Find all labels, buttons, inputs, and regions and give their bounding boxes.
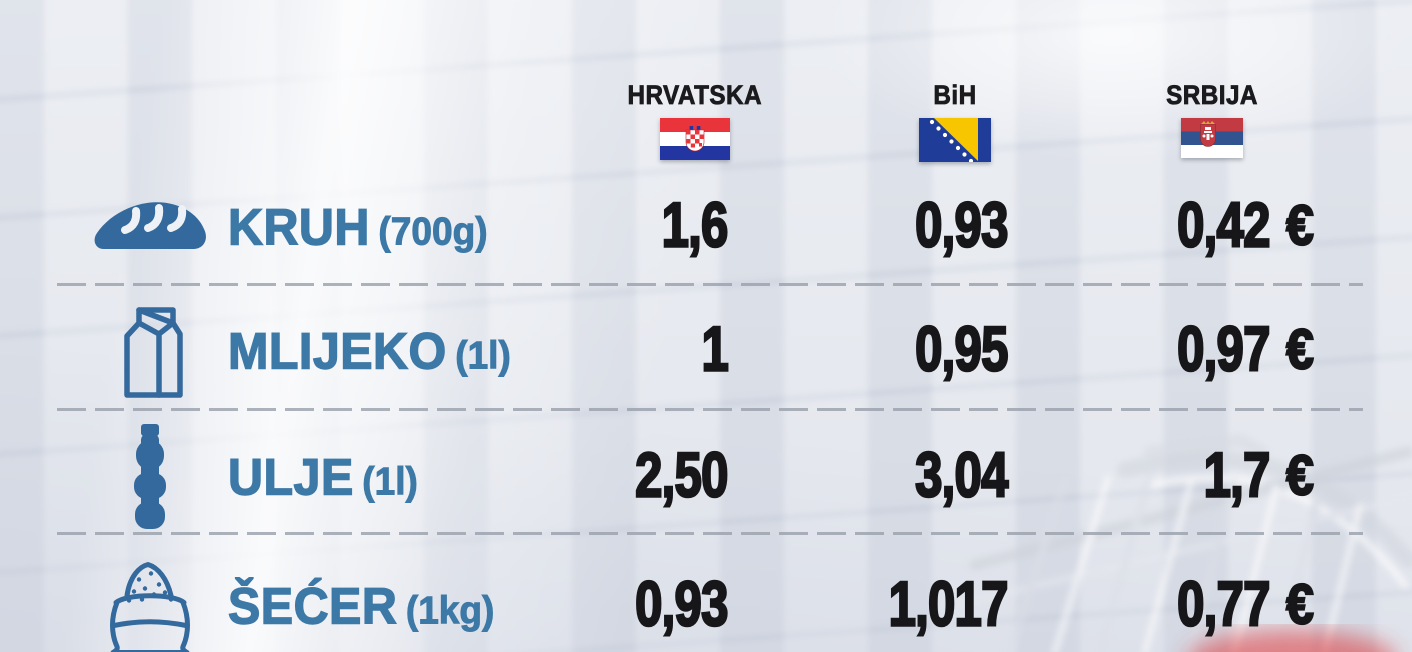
product-label: ULJE (1l) <box>227 448 419 507</box>
country-label-bih: BiH <box>933 80 977 111</box>
currency-symbol: € <box>1285 193 1315 259</box>
product-quantity: (1l) <box>362 460 419 504</box>
row-divider <box>57 283 1363 286</box>
product-quantity: (700g) <box>378 210 488 254</box>
bosnia-herzegovina-flag-icon <box>845 118 1065 162</box>
product-name: ŠEĆER <box>227 577 398 635</box>
country-label-srbija: SRBIJA <box>1166 80 1258 111</box>
product-label: KRUH (700g) <box>227 198 488 257</box>
row-divider <box>57 532 1363 535</box>
price-ulje-bih: 3,04 <box>914 439 1009 512</box>
price-secer-srbija: 0,77 <box>1176 568 1271 641</box>
table-row-ulje: ULJE (1l) 2,50 3,04 1,7 € <box>0 424 1412 529</box>
price-kruh-hrvatska: 1,6 <box>661 189 730 262</box>
oil-bottle-icon <box>85 424 215 530</box>
price-kruh-bih: 0,93 <box>914 189 1009 262</box>
price-secer-bih: 1,017 <box>888 568 1010 641</box>
column-header-srbija: SRBIJA <box>1102 80 1322 162</box>
milk-carton-icon <box>85 303 215 399</box>
column-header-hrvatska: HRVATSKA <box>585 80 805 162</box>
product-label: ŠEĆER (1kg) <box>227 577 495 636</box>
table-row-kruh: KRUH (700g) 1,6 0,93 0,42 € <box>0 181 1412 273</box>
price-ulje-srbija: 1,7 <box>1203 439 1272 512</box>
product-name: MLIJEKO <box>227 322 447 380</box>
currency-symbol: € <box>1285 317 1315 383</box>
product-quantity: (1kg) <box>405 589 495 633</box>
price-mlijeko-srbija: 0,97 <box>1176 313 1271 386</box>
price-mlijeko-hrvatska: 1 <box>700 313 729 386</box>
sugar-bag-icon <box>85 558 215 652</box>
currency-symbol: € <box>1285 443 1315 509</box>
column-header-bih: BiH <box>845 80 1065 162</box>
price-kruh-srbija: 0,42 <box>1176 189 1271 262</box>
price-ulje-hrvatska: 2,50 <box>634 439 729 512</box>
table-row-secer: ŠEĆER (1kg) 0,93 1,017 0,77 € <box>0 560 1412 652</box>
serbia-flag-icon <box>1102 118 1322 162</box>
country-label-hrvatska: HRVATSKA <box>627 80 763 111</box>
product-name: ULJE <box>227 448 354 506</box>
table-row-mlijeko: MLIJEKO (1l) 1 0,95 0,97 € <box>0 303 1412 399</box>
croatia-flag-icon <box>585 118 805 162</box>
currency-symbol: € <box>1285 572 1315 638</box>
product-name: KRUH <box>227 198 370 256</box>
bread-icon <box>85 196 215 258</box>
product-quantity: (1l) <box>455 334 512 378</box>
row-divider <box>57 408 1363 411</box>
product-label: MLIJEKO (1l) <box>227 322 512 381</box>
price-mlijeko-bih: 0,95 <box>914 313 1009 386</box>
price-secer-hrvatska: 0,93 <box>634 568 729 641</box>
